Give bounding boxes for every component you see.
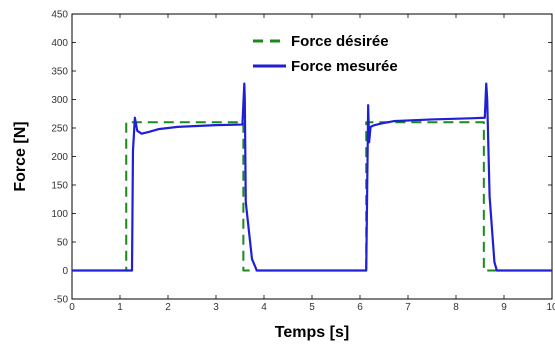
series-group: [72, 82, 552, 272]
x-tick-label: 5: [309, 302, 315, 313]
y-tick-label: 400: [51, 38, 68, 49]
y-tick-label: 300: [51, 95, 68, 106]
x-tick-label: 4: [261, 302, 267, 313]
y-axis-label: Force [N]: [12, 121, 29, 191]
y-tick-label: 350: [51, 67, 68, 78]
x-tick-label: 8: [453, 302, 459, 313]
x-tick-label: 0: [69, 302, 75, 313]
x-axis-ticks: 0 1 2 3 4 5 6 7 8 9 10: [69, 14, 555, 313]
legend-label-force-desiree: Force désirée: [291, 33, 389, 50]
x-tick-label: 9: [501, 302, 507, 313]
x-tick-label: 2: [165, 302, 171, 313]
series-line-force-mesuree: [72, 82, 552, 272]
y-tick-label: 150: [51, 181, 68, 192]
y-tick-label: 200: [51, 152, 68, 163]
y-tick-label: 450: [51, 10, 68, 21]
x-tick-label: 7: [405, 302, 411, 313]
x-tick-label: 10: [546, 302, 555, 313]
legend-label-force-mesuree: Force mesurée: [291, 58, 398, 75]
plot-area: [71, 13, 553, 300]
x-tick-label: 1: [117, 302, 123, 313]
y-tick-label: -50: [54, 295, 69, 306]
y-tick-label: 50: [57, 238, 69, 249]
y-tick-label: 0: [62, 266, 68, 277]
x-tick-label: 6: [357, 302, 363, 313]
y-tick-label: 250: [51, 124, 68, 135]
x-axis-label: Temps [s]: [275, 324, 349, 341]
plot-frame: [71, 13, 553, 300]
y-axis-ticks: -50 0 50 100 150 200 250 300 350 400 450: [51, 10, 552, 306]
legend: Force désirée Force mesurée: [253, 33, 398, 75]
x-tick-label: 3: [213, 302, 219, 313]
y-tick-label: 100: [51, 209, 68, 220]
